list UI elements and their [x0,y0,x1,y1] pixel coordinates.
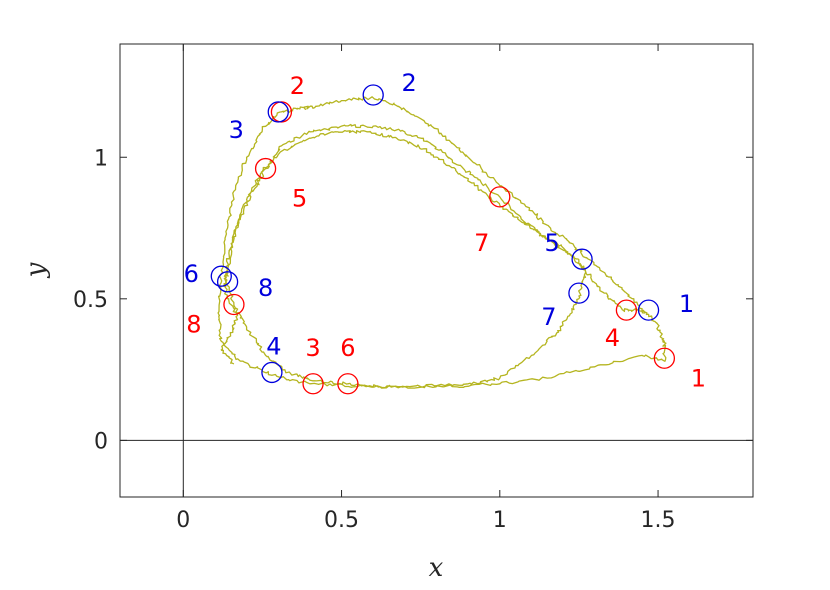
x-axis-label: x [429,553,444,583]
blue-marker-label: 7 [541,303,556,331]
trajectory-layer [217,96,667,389]
red-marker-label: 8 [186,310,201,338]
x-tick-label: 0.5 [324,508,359,533]
blue-marker [362,84,384,106]
reference-lines [120,44,753,497]
x-tick-label: 0 [176,508,190,533]
y-tick-label: 0 [94,429,108,454]
x-tick-label: 1 [493,508,507,533]
y-tick-label: 1 [94,146,108,171]
red-marker [489,186,511,208]
blue-marker-label: 6 [184,260,199,288]
blue-marker [568,282,590,304]
red-marker-label: 3 [305,334,320,362]
blue-marker-label: 8 [258,274,273,302]
red-marker [302,373,324,395]
blue-marker [571,248,593,270]
trajectory-line [217,96,667,389]
plot-frame [119,43,754,498]
red-marker-label: 7 [474,229,489,257]
blue-marker [261,361,283,384]
tick-layer: 0 0.5 1 1.5 0 0.5 1 [73,44,753,533]
blue-marker-label: 2 [402,69,417,97]
red-marker [223,293,245,316]
blue-marker-label: 5 [544,229,559,257]
blue-marker-label: 3 [229,116,244,144]
red-marker-label: 4 [605,324,620,352]
blue-marker [637,299,660,321]
blue-marker [267,101,289,123]
blue-marker-label: 1 [679,290,694,318]
red-marker [615,299,638,321]
y-tick-label: 0.5 [73,288,108,313]
blue-marker [210,265,232,287]
y-axis-label: y [21,262,51,278]
red-marker [254,157,277,180]
blue-marker [216,271,239,293]
x-tick-label: 1.5 [641,508,676,533]
red-marker-label: 1 [691,364,706,392]
red-marker [653,347,676,369]
red-marker [337,373,359,395]
red-marker-label: 2 [290,72,305,100]
red-marker-label: 6 [340,334,355,362]
red-marker-label: 5 [292,185,307,213]
blue-marker-label: 4 [266,332,281,360]
